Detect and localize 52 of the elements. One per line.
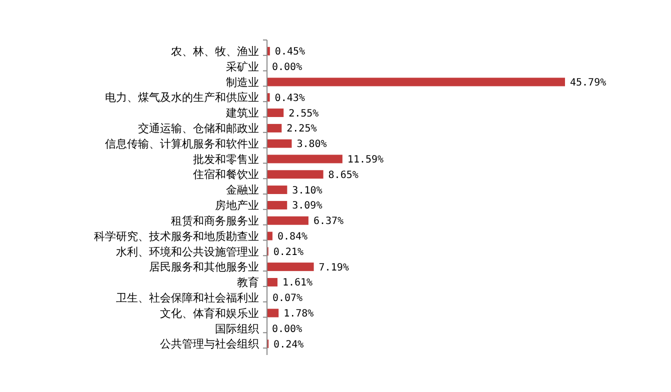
y-tick-label: 租赁和商务服务业: [171, 214, 259, 228]
y-tick-label: 房地产业: [215, 199, 259, 212]
y-tick-label: 居民服务和其他服务业: [149, 260, 259, 274]
y-tick-label: 电力、煤气及水的生产和供应业: [105, 91, 259, 104]
data-label: 0.43%: [274, 92, 305, 104]
y-tick-label: 农、林、牧、渔业: [171, 45, 259, 58]
data-label: 0.00%: [272, 62, 302, 74]
data-label: 1.78%: [284, 308, 314, 320]
data-label: 7.19%: [318, 262, 349, 274]
y-tick-label: 信息传输、计算机服务和软件业: [105, 137, 259, 150]
data-label: 0.84%: [277, 232, 308, 243]
y-tick-label: 采矿业: [226, 60, 259, 74]
bar: [267, 308, 279, 318]
data-label: 0.24%: [274, 339, 304, 350]
y-tick-label: 科学研究、技术服务和地质勘查业: [94, 230, 259, 243]
data-label: 3.10%: [292, 185, 322, 196]
bar: [267, 124, 282, 132]
bar: [267, 200, 288, 210]
bar: [267, 216, 308, 225]
y-tick-label: 住宿和餐饮业: [193, 168, 259, 182]
y-tick-label: 水利、环境和公共设施管理业: [116, 245, 259, 258]
data-label: 6.37%: [313, 216, 344, 228]
y-tick-label: 建筑业: [225, 106, 259, 120]
bar: [267, 78, 565, 86]
data-label: 0.45%: [274, 46, 306, 58]
data-label: 3.80%: [296, 139, 327, 150]
data-label: 3.09%: [292, 200, 322, 212]
data-label: 11.59%: [347, 154, 384, 166]
bar: [267, 108, 284, 118]
y-tick-label: 金融业: [226, 184, 259, 197]
y-tick-label: 制造业: [226, 76, 259, 89]
data-label: 8.65%: [328, 170, 358, 181]
data-label: 2.25%: [286, 124, 317, 135]
bar: [267, 139, 292, 148]
y-tick-label: 教育: [237, 276, 259, 290]
data-label: 0.07%: [272, 293, 303, 304]
bar: [267, 186, 288, 194]
bar: [267, 170, 324, 179]
data-label: 0.21%: [273, 246, 304, 258]
y-tick-label: 交通运输、仓储和邮政业: [138, 122, 259, 136]
y-tick-label: 公共管理与社会组织: [160, 338, 259, 351]
data-label: 45.79%: [570, 77, 606, 88]
data-label: 2.55%: [288, 108, 319, 120]
bar: [267, 154, 342, 164]
y-tick-label: 卫生、社会保障和社会福利业: [116, 291, 259, 304]
bar: [267, 262, 314, 272]
y-tick-label: 文化、体育和娱乐业: [160, 306, 259, 320]
bar: [267, 278, 278, 286]
y-tick-label: 国际组织: [215, 322, 259, 336]
data-label: 1.61%: [282, 278, 313, 289]
data-label: 0.00%: [272, 324, 302, 335]
y-tick-label: 批发和零售业: [193, 152, 259, 166]
